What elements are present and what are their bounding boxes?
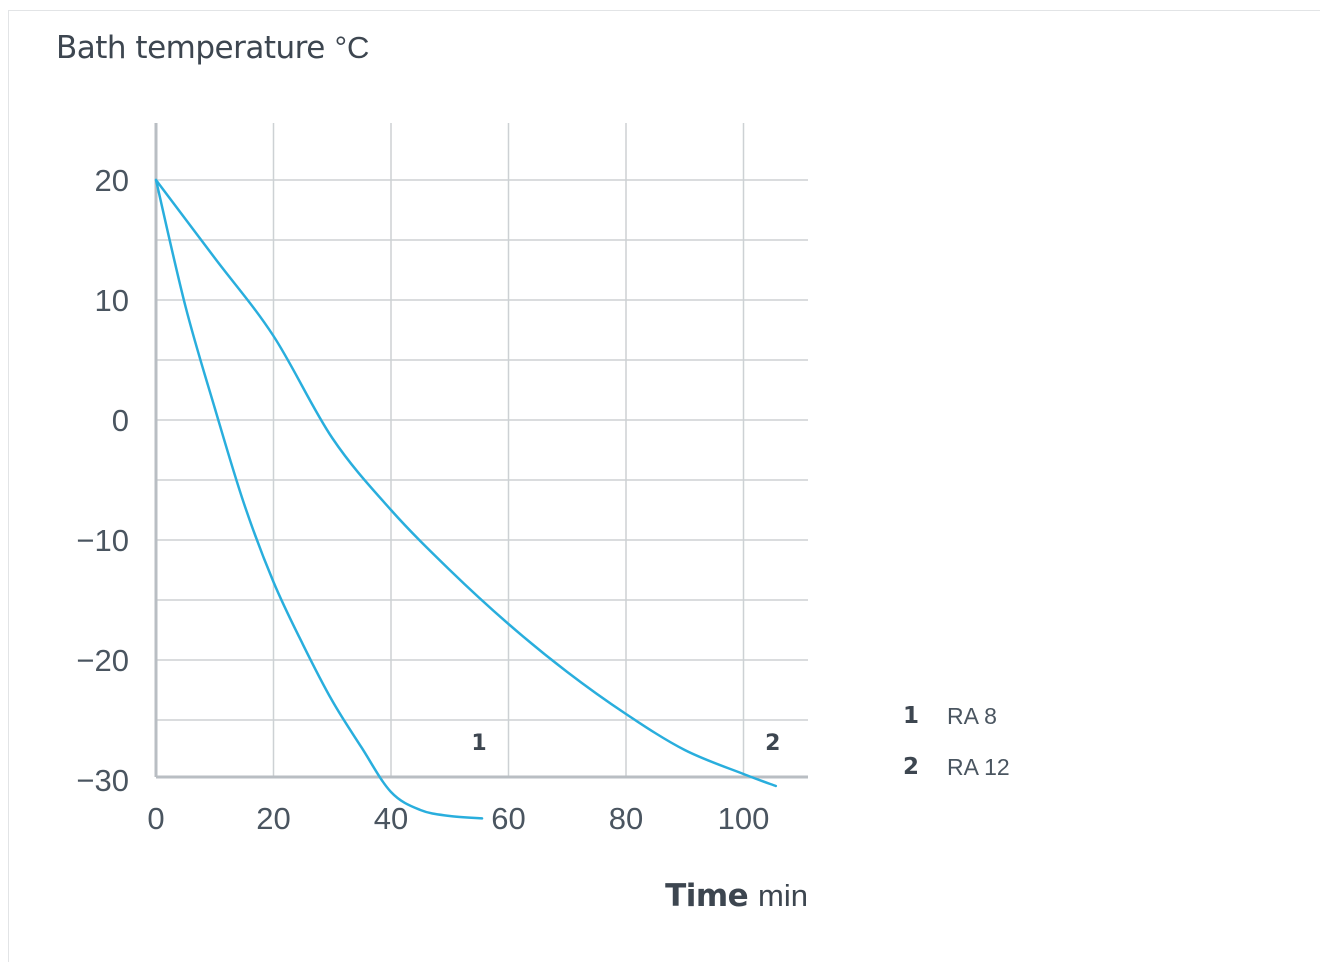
y-tick-label: −10 [76,523,129,558]
legend-name: RA 12 [947,753,1010,780]
legend: 1 RA 8 2 RA 12 [903,703,1010,805]
series-end-label-2: 2 [765,731,780,756]
x-tick-label: 100 [718,801,770,836]
x-axis-title: Time [665,878,749,914]
y-tick-label: 0 [112,403,129,438]
series-end-label-1: 1 [471,731,486,756]
x-axis-label: Time min [665,878,808,914]
legend-item-2: 2 RA 12 [903,753,1010,781]
legend-number: 2 [903,754,920,780]
x-tick-label: 60 [491,801,525,836]
y-tick-label: 20 [95,163,129,198]
x-axis-unit: min [758,878,808,913]
x-tick-label: 20 [256,801,290,836]
series-line-1 [154,178,484,820]
x-tick-label: 40 [374,801,408,836]
y-axis-label: Bath temperature °C [56,30,369,66]
legend-item-1: 1 RA 8 [903,702,1010,730]
y-axis-unit: °C [334,30,370,65]
y-tick-label: −20 [76,643,129,678]
y-axis-title: Bath temperature [56,30,325,66]
x-tick-label: 0 [147,801,164,836]
legend-number: 1 [903,703,920,729]
y-tick-label: 10 [95,283,129,318]
x-tick-label: 80 [609,801,643,836]
y-tick-label: −30 [76,763,129,798]
chart-frame [8,10,1320,962]
series-line-2 [154,178,778,788]
legend-name: RA 8 [947,702,997,729]
